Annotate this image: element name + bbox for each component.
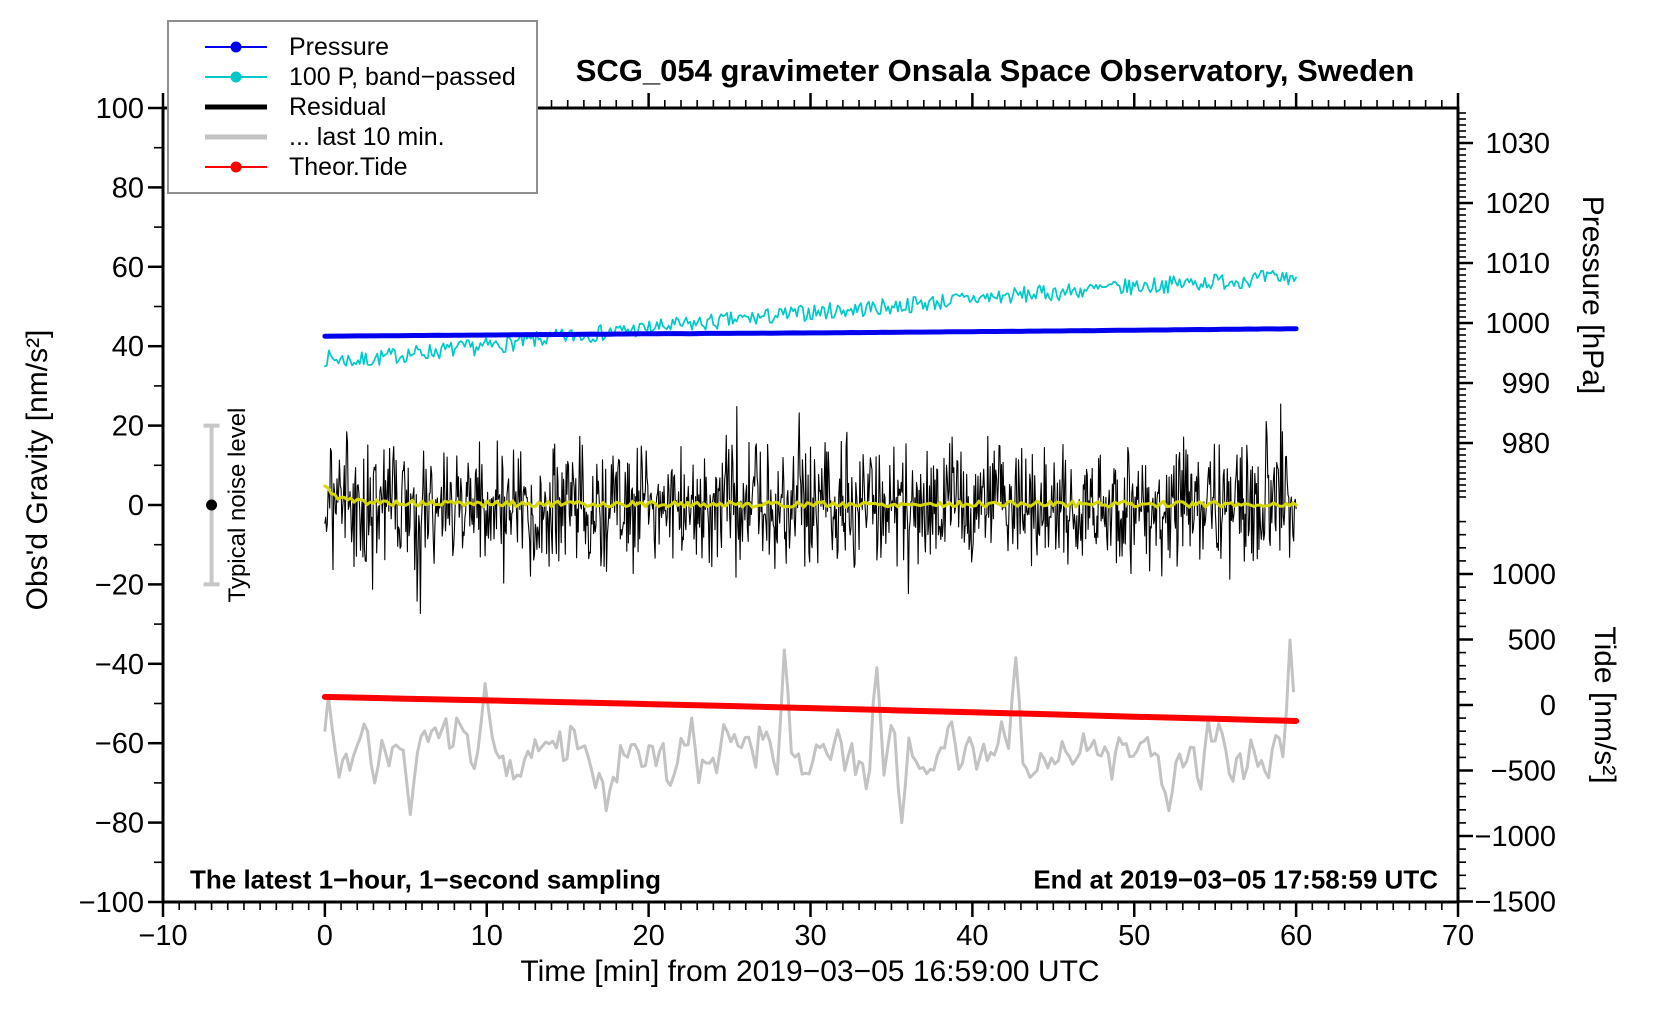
series-last-10-min	[323, 638, 1295, 825]
noise-level-dot	[206, 499, 218, 511]
gravity-axis-tick-label: −60	[95, 728, 144, 760]
end-time-annotation: End at 2019−03−05 17:58:59 UTC	[1033, 864, 1438, 895]
noise-level-label: Typical noise level	[224, 407, 251, 603]
x-axis-tick-label: 10	[471, 920, 503, 952]
legend-label: Pressure	[289, 32, 390, 61]
x-axis-tick-label: 30	[794, 920, 826, 952]
series-band-passed	[324, 269, 1297, 368]
legend-item-last-10-min: ... last 10 min.	[169, 122, 536, 152]
page-title: SCG_054 gravimeter Onsala Space Observat…	[575, 53, 1415, 88]
pressure-axis-title: Pressure [hPa]	[1576, 195, 1609, 395]
legend-label: Theor.Tide	[289, 152, 408, 181]
x-axis-tick-label: 70	[1442, 920, 1474, 952]
pressure-axis-tick-label: 1020	[1485, 188, 1550, 220]
residual-line-swatch	[205, 104, 267, 110]
x-axis-title: Time [min] from 2019−03−05 16:59:00 UTC	[520, 955, 1100, 988]
pressure-axis-tick-label: 980	[1502, 428, 1550, 460]
gravity-axis-title: Obs'd Gravity [nm/s²]	[21, 329, 54, 611]
legend-item-band-passed: 100 P, band−passed	[169, 62, 536, 92]
pressure-axis-tick-label: 1010	[1485, 248, 1550, 280]
gravity-axis-tick-label: −80	[95, 808, 144, 840]
tide-axis-tick-label: −500	[1491, 756, 1556, 788]
tide-axis-tick-label: 1000	[1491, 559, 1556, 591]
series-residual-smoothed	[323, 484, 1298, 509]
gravity-axis-tick-label: −40	[95, 649, 144, 681]
pressure-axis-tick-label: 990	[1502, 368, 1550, 400]
gravity-axis-tick-label: −20	[95, 569, 144, 601]
x-axis-tick-label: −10	[138, 920, 187, 952]
legend: Pressure 100 P, band−passed Residual ...…	[167, 20, 538, 194]
pressure-dot-swatch	[230, 41, 242, 53]
last-10-min-line-swatch	[205, 134, 267, 140]
gravity-axis-tick-label: 60	[112, 252, 144, 284]
tide-axis-title: Tide [nm/s²]	[1588, 626, 1621, 784]
legend-label: Residual	[289, 92, 387, 121]
tide-axis-tick-label: 0	[1540, 690, 1556, 722]
legend-item-pressure: Pressure	[169, 32, 536, 62]
sampling-annotation: The latest 1−hour, 1−second sampling	[190, 864, 662, 895]
tide-axis-tick-label: −1000	[1475, 821, 1556, 853]
gravity-axis-tick-label: 40	[112, 331, 144, 363]
series-theor-tide	[321, 693, 1300, 724]
pressure-axis-tick-label: 1030	[1485, 128, 1550, 160]
gravity-axis-tick-label: 0	[128, 490, 144, 522]
tide-axis-tick-label: −1500	[1475, 887, 1556, 919]
series-pressure	[322, 326, 1299, 339]
gravity-axis-tick-label: 100	[96, 93, 144, 125]
x-axis-tick-label: 0	[317, 920, 333, 952]
tide-axis-tick-label: 500	[1508, 625, 1556, 657]
gravity-axis-tick-label: 80	[112, 172, 144, 204]
legend-label: 100 P, band−passed	[289, 62, 516, 91]
pressure-axis-tick-label: 1000	[1485, 308, 1550, 340]
theor-tide-dot-swatch	[230, 161, 242, 173]
gravity-axis-tick-label: 20	[112, 411, 144, 443]
legend-label: ... last 10 min.	[289, 122, 445, 151]
legend-item-theor-tide: Theor.Tide	[169, 152, 536, 182]
x-axis-tick-label: 50	[1118, 920, 1150, 952]
x-axis-tick-label: 20	[632, 920, 664, 952]
band-passed-dot-swatch	[230, 71, 242, 83]
legend-item-residual: Residual	[169, 92, 536, 122]
x-axis-tick-label: 40	[956, 920, 988, 952]
x-axis-tick-label: 60	[1280, 920, 1312, 952]
gravity-axis-tick-label: −100	[79, 887, 144, 919]
series-residual	[324, 403, 1297, 615]
